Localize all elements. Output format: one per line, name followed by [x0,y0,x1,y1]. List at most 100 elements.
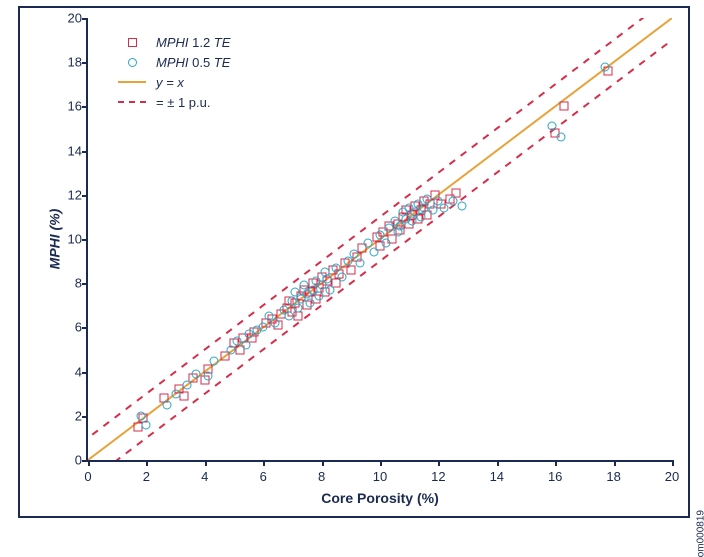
legend-label: = ± 1 p.u. [156,95,210,110]
mphi_0p5_te-marker [422,195,431,204]
mphi_0p5_te-marker [326,285,335,294]
legend-item: y = x [118,72,230,92]
y-tick-label: 14 [50,143,82,158]
mphi_0p5_te-marker [285,312,294,321]
legend-label: MPHI 0.5 TE [156,55,230,70]
x-tick [88,460,90,466]
mphi_0p5_te-marker [227,345,236,354]
y-tick-label: 10 [50,232,82,247]
mphi_1p2_te-marker [133,422,142,431]
x-tick [614,460,616,466]
plot-area: MPHI 1.2 TEMPHI 0.5 TEy = x= ± 1 p.u. Co… [86,18,672,462]
mphi_0p5_te-marker [259,323,268,332]
x-tick [205,460,207,466]
legend-item: MPHI 1.2 TE [118,32,230,52]
y-tick-label: 2 [50,408,82,423]
mphi_0p5_te-marker [162,400,171,409]
mphi_0p5_te-marker [294,303,303,312]
mphi_1p2_te-marker [559,102,568,111]
mphi_0p5_te-marker [314,292,323,301]
y-tick [82,283,88,285]
x-tick [438,460,440,466]
y-tick [82,372,88,374]
x-axis-label: Core Porosity (%) [88,490,672,506]
mphi_0p5_te-marker [428,206,437,215]
x-tick [672,460,674,466]
mphi_0p5_te-marker [557,133,566,142]
legend-symbol [118,81,146,83]
mphi_1p2_te-marker [180,391,189,400]
figure-id-label: om000819 [695,510,704,557]
mphi_0p5_te-marker [416,212,425,221]
mphi_0p5_te-marker [381,239,390,248]
legend-symbol [118,101,146,103]
mphi_0p5_te-marker [338,272,347,281]
mphi_0p5_te-marker [323,274,332,283]
mphi_0p5_te-marker [142,420,151,429]
x-tick-label: 4 [185,469,225,484]
legend: MPHI 1.2 TE MPHI 0.5 TE y = x = ± 1 p.u. [118,32,230,112]
legend-symbol [118,38,146,47]
mphi_1p2_te-marker [294,312,303,321]
x-tick-label: 12 [418,469,458,484]
x-tick [322,460,324,466]
mphi_0p5_te-marker [192,369,201,378]
mphi_0p5_te-marker [136,411,145,420]
mphi_0p5_te-marker [203,372,212,381]
chart-frame: MPHI 1.2 TE MPHI 0.5 TE y = x = ± 1 p.u. Co… [0,0,704,528]
mphi_1p2_te-marker [451,188,460,197]
mphi_0p5_te-marker [376,230,385,239]
mphi_0p5_te-marker [244,330,253,339]
mphi_0p5_te-marker [171,389,180,398]
mphi_0p5_te-marker [209,356,218,365]
x-tick-label: 18 [594,469,634,484]
x-tick-label: 16 [535,469,575,484]
y-tick-label: 20 [50,11,82,26]
y-tick-label: 8 [50,276,82,291]
y-tick [82,18,88,20]
mphi_0p5_te-marker [408,217,417,226]
y-tick [82,195,88,197]
mphi_0p5_te-marker [300,281,309,290]
x-tick [497,460,499,466]
mphi_0p5_te-marker [370,248,379,257]
mphi_0p5_te-marker [241,341,250,350]
y-tick [82,327,88,329]
y-tick [82,416,88,418]
x-tick-label: 8 [302,469,342,484]
mphi_0p5_te-marker [457,201,466,210]
y-tick [82,239,88,241]
x-tick [555,460,557,466]
mphi_0p5_te-marker [419,204,428,213]
legend-label: y = x [156,75,184,90]
mphi_0p5_te-marker [440,204,449,213]
x-tick-label: 6 [243,469,283,484]
mphi_0p5_te-marker [270,318,279,327]
mphi_0p5_te-marker [332,263,341,272]
x-tick [380,460,382,466]
legend-label: MPHI 1.2 TE [156,35,230,50]
mphi_0p5_te-marker [355,259,364,268]
chart-border: MPHI 1.2 TE MPHI 0.5 TE y = x = ± 1 p.u. Co… [18,6,690,518]
y-tick-label: 12 [50,187,82,202]
y-tick-label: 18 [50,55,82,70]
mphi_1p2_te-marker [346,265,355,274]
x-tick-label: 10 [360,469,400,484]
mphi_0p5_te-marker [600,62,609,71]
mphi_0p5_te-marker [183,380,192,389]
y-tick [82,106,88,108]
y-tick-label: 0 [50,453,82,468]
y-tick-label: 16 [50,99,82,114]
mphi_0p5_te-marker [548,122,557,131]
x-tick [263,460,265,466]
mphi_0p5_te-marker [449,197,458,206]
y-tick [82,62,88,64]
y-tick-label: 4 [50,364,82,379]
legend-item: = ± 1 p.u. [118,92,230,112]
mphi_0p5_te-marker [364,239,373,248]
x-tick [146,460,148,466]
y-tick [82,460,88,462]
y-tick-label: 6 [50,320,82,335]
y-tick [82,151,88,153]
x-tick-label: 2 [126,469,166,484]
